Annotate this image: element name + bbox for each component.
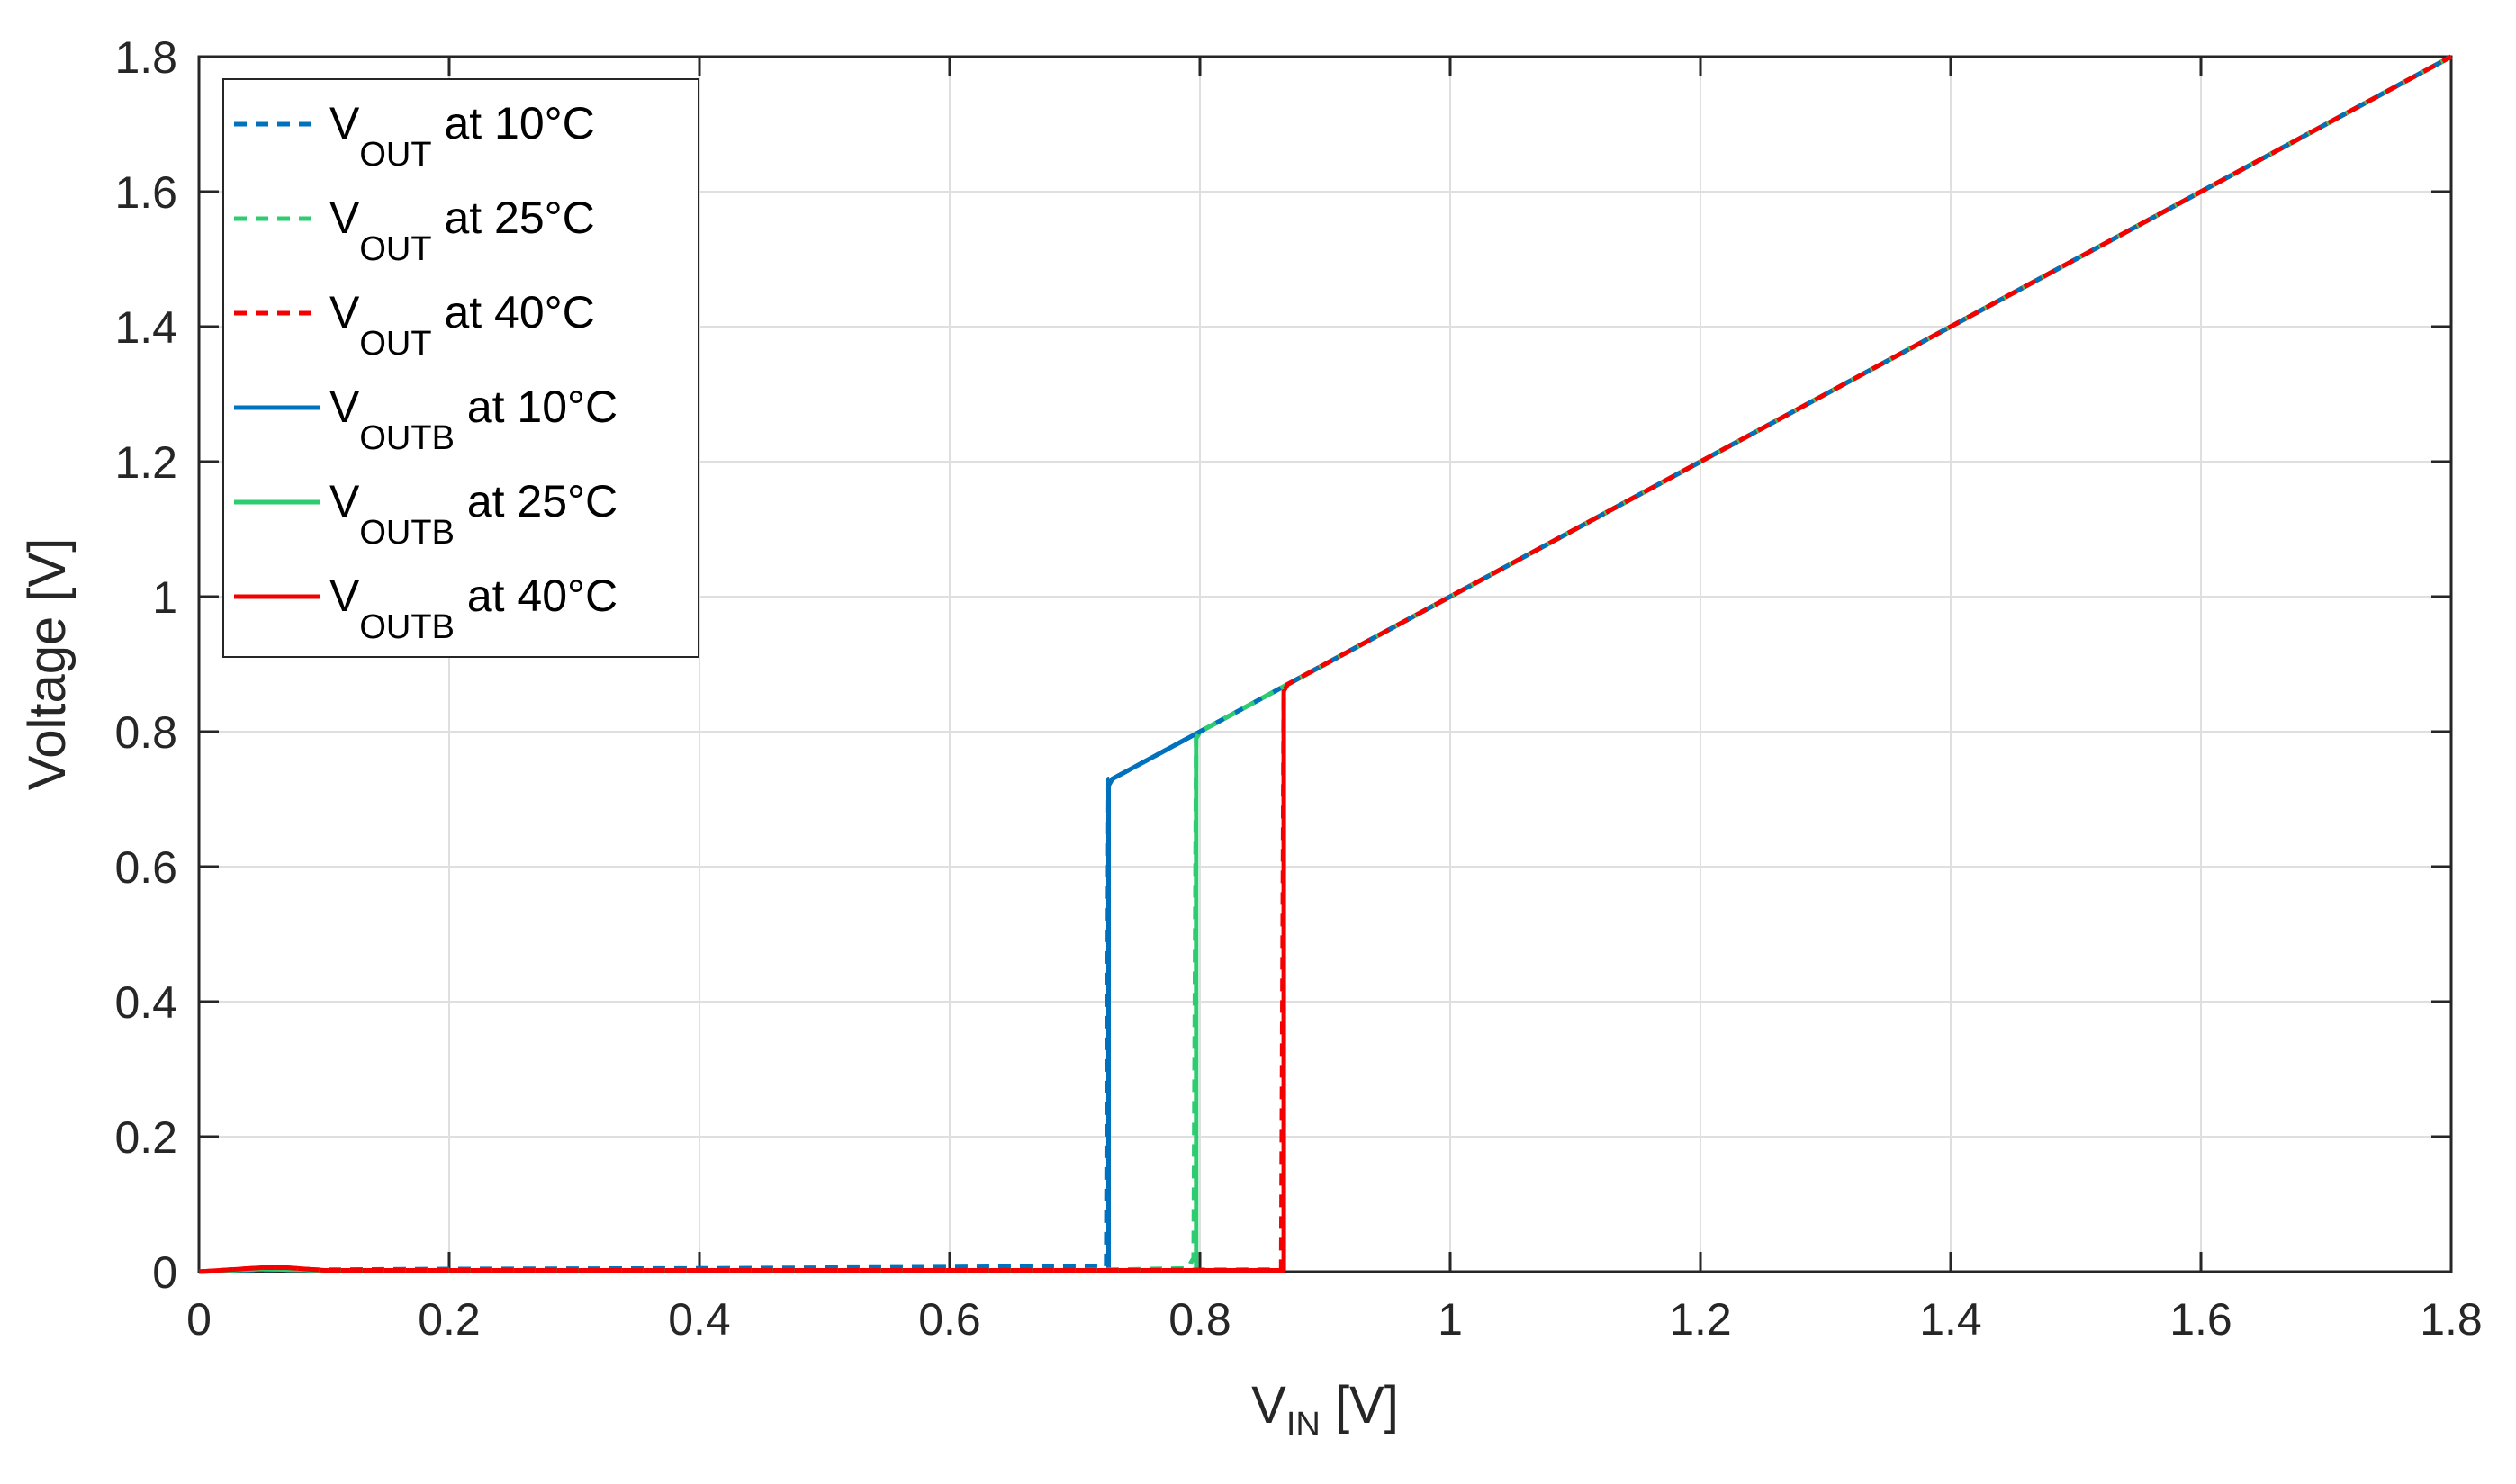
y-tick-label: 1.2: [114, 437, 177, 488]
legend-label-rest: at 10°C: [455, 382, 618, 432]
legend-label-main: V: [329, 571, 360, 621]
y-tick-label: 0.4: [114, 977, 177, 1028]
legend-label-rest: at 40°C: [455, 571, 618, 621]
legend-label-sub: OUTB: [359, 514, 455, 552]
legend-label-rest: at 40°C: [432, 287, 595, 337]
legend-label-sub: OUT: [359, 136, 431, 174]
y-tick-label: 1.4: [114, 302, 177, 353]
x-axis-label-unit: [V]: [1321, 1376, 1399, 1435]
legend-label-rest: at 25°C: [455, 476, 618, 526]
x-axis-label-main: V: [1251, 1376, 1286, 1435]
x-tick-label: 0.2: [418, 1294, 481, 1345]
legend-label-0: VOUT at 10°C: [329, 98, 595, 174]
legend-label-sub: OUT: [359, 230, 431, 268]
legend-label-main: V: [329, 98, 360, 148]
legend-label-4: VOUTB at 25°C: [329, 476, 618, 552]
legend-label-sub: OUT: [359, 325, 431, 363]
x-tick-label: 1.8: [2420, 1294, 2483, 1345]
y-tick-label: 0.6: [114, 842, 177, 893]
x-axis-label-sub: IN: [1286, 1406, 1321, 1444]
legend-label-sub: OUTB: [359, 419, 455, 457]
y-tick-label: 1: [152, 572, 177, 623]
legend-label-rest: at 25°C: [432, 193, 595, 243]
x-tick-label: 1.6: [2169, 1294, 2232, 1345]
series-layer: [198, 54, 2453, 1274]
x-axis-label: VIN [V]: [1251, 1376, 1399, 1444]
legend-label-3: VOUTB at 10°C: [329, 382, 618, 457]
grid: [199, 57, 2451, 1272]
legend-label-main: V: [329, 476, 360, 526]
y-tick-label: 0.8: [114, 707, 177, 758]
legend-label-sub: OUTB: [359, 608, 455, 646]
legend-label-2: VOUT at 40°C: [329, 287, 595, 363]
x-tick-label: 1: [1438, 1294, 1463, 1345]
x-tick-label: 0.4: [668, 1294, 731, 1345]
legend-label-main: V: [329, 382, 360, 432]
x-tick-label: 1.4: [1919, 1294, 1982, 1345]
legend-label-1: VOUT at 25°C: [329, 193, 595, 268]
series-line-2: [198, 54, 2453, 1274]
y-tick-label: 0: [152, 1247, 177, 1298]
plot-area: [197, 55, 2453, 1273]
x-tick-label: 0.8: [1168, 1294, 1231, 1345]
series-line-1: [198, 54, 2453, 1274]
legend-label-main: V: [329, 287, 360, 337]
legend-label-main: V: [329, 193, 360, 243]
y-tick-label: 1.8: [114, 32, 177, 83]
y-tick-label: 0.2: [114, 1112, 177, 1163]
y-axis-label: Voltage [V]: [18, 538, 77, 791]
y-tick-label: 1.6: [114, 167, 177, 218]
legend-label-5: VOUTB at 40°C: [329, 571, 618, 646]
x-tick-label: 1.2: [1669, 1294, 1732, 1345]
x-tick-label: 0.6: [918, 1294, 981, 1345]
tick-labels: 0 0.2 0.4 0.6 0.8 1 1.2 1.4 1.6 1.8 0 0.2 0.4 0.6 0.8 1…: [114, 32, 2482, 1345]
x-tick-label: 0: [186, 1294, 212, 1345]
legend-box: [222, 78, 699, 658]
legend-label-rest: at 10°C: [432, 98, 595, 148]
